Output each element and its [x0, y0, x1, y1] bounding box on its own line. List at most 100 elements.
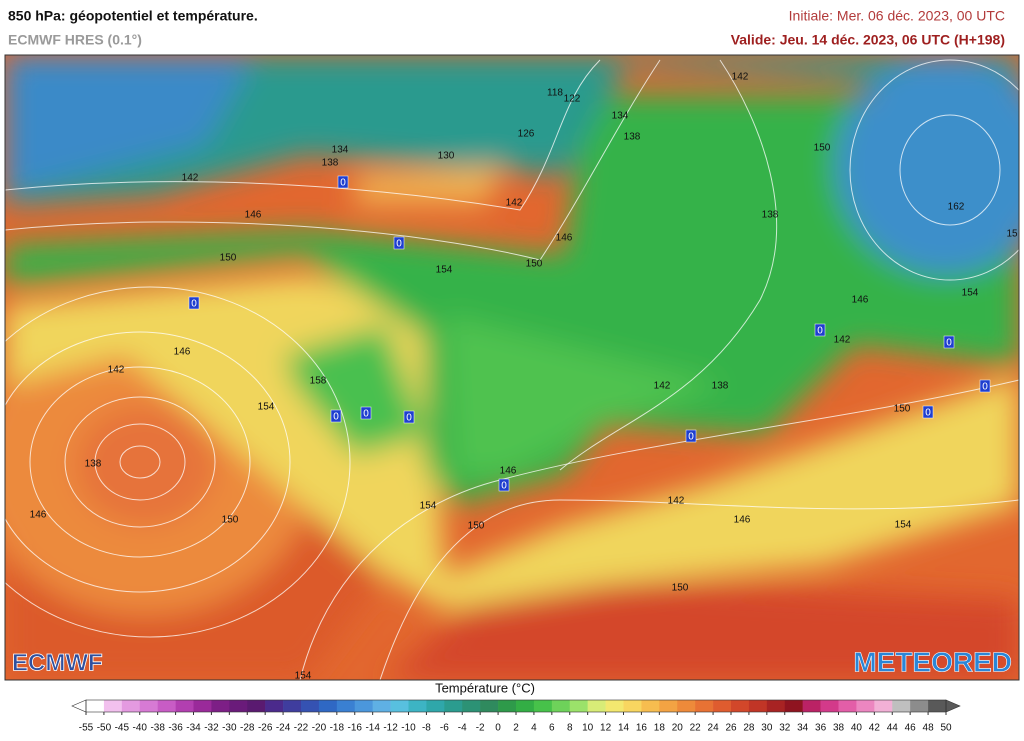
colorbar-tick-label: -18 [330, 723, 345, 734]
colorbar-bin [426, 700, 445, 712]
colorbar-bin [372, 700, 391, 712]
colorbar-tick-label: 48 [923, 723, 935, 734]
meteored-logo: METEORED [853, 646, 1012, 677]
colorbar-tick-label: 2 [513, 723, 519, 734]
colorbar-tick-label: -30 [222, 723, 237, 734]
colorbar-tick-label: -8 [422, 723, 431, 734]
colorbar-tick-label: -26 [258, 723, 273, 734]
initial-time: Initiale: Mer. 06 déc. 2023, 00 UTC [789, 8, 1005, 24]
contour-label: 154 [962, 288, 979, 299]
zero-isotherm-box [403, 410, 415, 424]
zero-isotherm-box [393, 236, 405, 250]
contour-label: 138 [85, 459, 102, 470]
colorbar-tick-label: 30 [761, 723, 773, 734]
zero-isotherm-label: 0 [688, 432, 694, 443]
zero-isotherm-label: 0 [925, 408, 931, 419]
contour-label: 126 [518, 129, 535, 140]
colorbar-bin [516, 700, 535, 712]
colorbar-bin [623, 700, 642, 712]
colorbar-bin [659, 700, 678, 712]
colorbar-bin [336, 700, 356, 712]
colorbar-tick-label: -50 [97, 723, 112, 734]
colorbar-bin [766, 700, 786, 712]
colorbar-bin [283, 700, 302, 712]
colorbar-bin [874, 700, 893, 712]
zero-isotherm-label: 0 [340, 178, 346, 189]
colorbar-tick-label: 36 [815, 723, 827, 734]
zero-isotherm-label: 0 [982, 382, 988, 393]
colorbar-tick-label: -22 [294, 723, 309, 734]
colorbar-bin [211, 700, 230, 712]
colorbar-tick-label: 10 [582, 723, 594, 734]
contour-label: 150 [222, 515, 239, 526]
colorbar-bin [354, 700, 373, 712]
colorbar-tick-label: 4 [531, 723, 537, 734]
zero-isotherm-label: 0 [817, 326, 823, 337]
zero-isotherm-box [337, 175, 349, 189]
contour-label: 150 [526, 259, 543, 270]
colorbar-bin [139, 700, 158, 712]
subtitle: ECMWF HRES (0.1°) [8, 32, 142, 48]
zero-isotherm-label: 0 [946, 338, 952, 349]
colorbar-tick-label: 20 [672, 723, 684, 734]
contour-label: 134 [612, 111, 629, 122]
colorbar-tick-label: 24 [708, 723, 720, 734]
colorbar-bin [605, 700, 624, 712]
colorbar-tick-label: 26 [725, 723, 737, 734]
colorbar-end [945, 699, 961, 713]
contour-label: 118 [547, 88, 563, 99]
zero-isotherm-box [360, 406, 372, 420]
contour-label: 146 [500, 466, 517, 477]
zero-isotherm-box [979, 379, 991, 393]
colorbar-tick-label: -6 [440, 723, 449, 734]
colorbar-bin [551, 700, 571, 712]
zero-isotherm-label: 0 [501, 481, 507, 492]
colorbar-bin [928, 700, 947, 712]
contour-label: 142 [182, 173, 199, 184]
colorbar-bin [641, 700, 660, 712]
colorbar-bin [910, 700, 929, 712]
colorbar-tick-label: -40 [133, 723, 148, 734]
colorbar-bin [892, 700, 911, 712]
contour-label: 150 [468, 521, 485, 532]
colorbar-tick-label: -16 [348, 723, 363, 734]
colorbar-bin [713, 700, 732, 712]
zero-isotherm-box [685, 429, 697, 443]
contour-label: 142 [732, 72, 749, 83]
colorbar-bin [444, 700, 463, 712]
zero-isotherm-label: 0 [406, 413, 412, 424]
contour-label: 138 [624, 132, 641, 143]
colorbar-bin [731, 700, 750, 712]
contour-label: 142 [108, 365, 125, 376]
contour-label: 154 [295, 671, 312, 682]
colorbar-tick-label: -14 [365, 723, 380, 734]
contour-label: 146 [734, 515, 751, 526]
colorbar-bin [193, 700, 212, 712]
zero-isotherm-box [922, 405, 934, 419]
colorbar-bin [175, 700, 194, 712]
contour-label: 162 [948, 202, 965, 213]
colorbar-bin [408, 700, 427, 712]
colorbar-bin [390, 700, 409, 712]
zero-isotherm-box [943, 335, 955, 349]
colorbar-tick-label: 6 [549, 723, 555, 734]
contour-label: 15 [1006, 229, 1018, 240]
colorbar-tick-label: -34 [186, 723, 201, 734]
colorbar-bin [856, 700, 875, 712]
zero-isotherm-box [814, 323, 826, 337]
colorbar-tick-label: 18 [654, 723, 666, 734]
colorbar-bin [677, 700, 696, 712]
ecmwf-logo: ECMWF [12, 649, 103, 676]
colorbar-tick-label: 16 [636, 723, 648, 734]
contour-label: 154 [420, 501, 437, 512]
map: 1421461501341381301261181221341381421501… [5, 55, 1019, 682]
colorbar-start [71, 699, 87, 713]
colorbar-bin [802, 700, 821, 712]
title: 850 hPa: géopotentiel et température. [8, 8, 258, 24]
colorbar-bin [86, 700, 105, 712]
colorbar-tick-label: 0 [495, 723, 501, 734]
colorbar-tick-label: 32 [779, 723, 791, 734]
contour-label: 138 [762, 210, 779, 221]
zero-isotherm-label: 0 [363, 409, 369, 420]
